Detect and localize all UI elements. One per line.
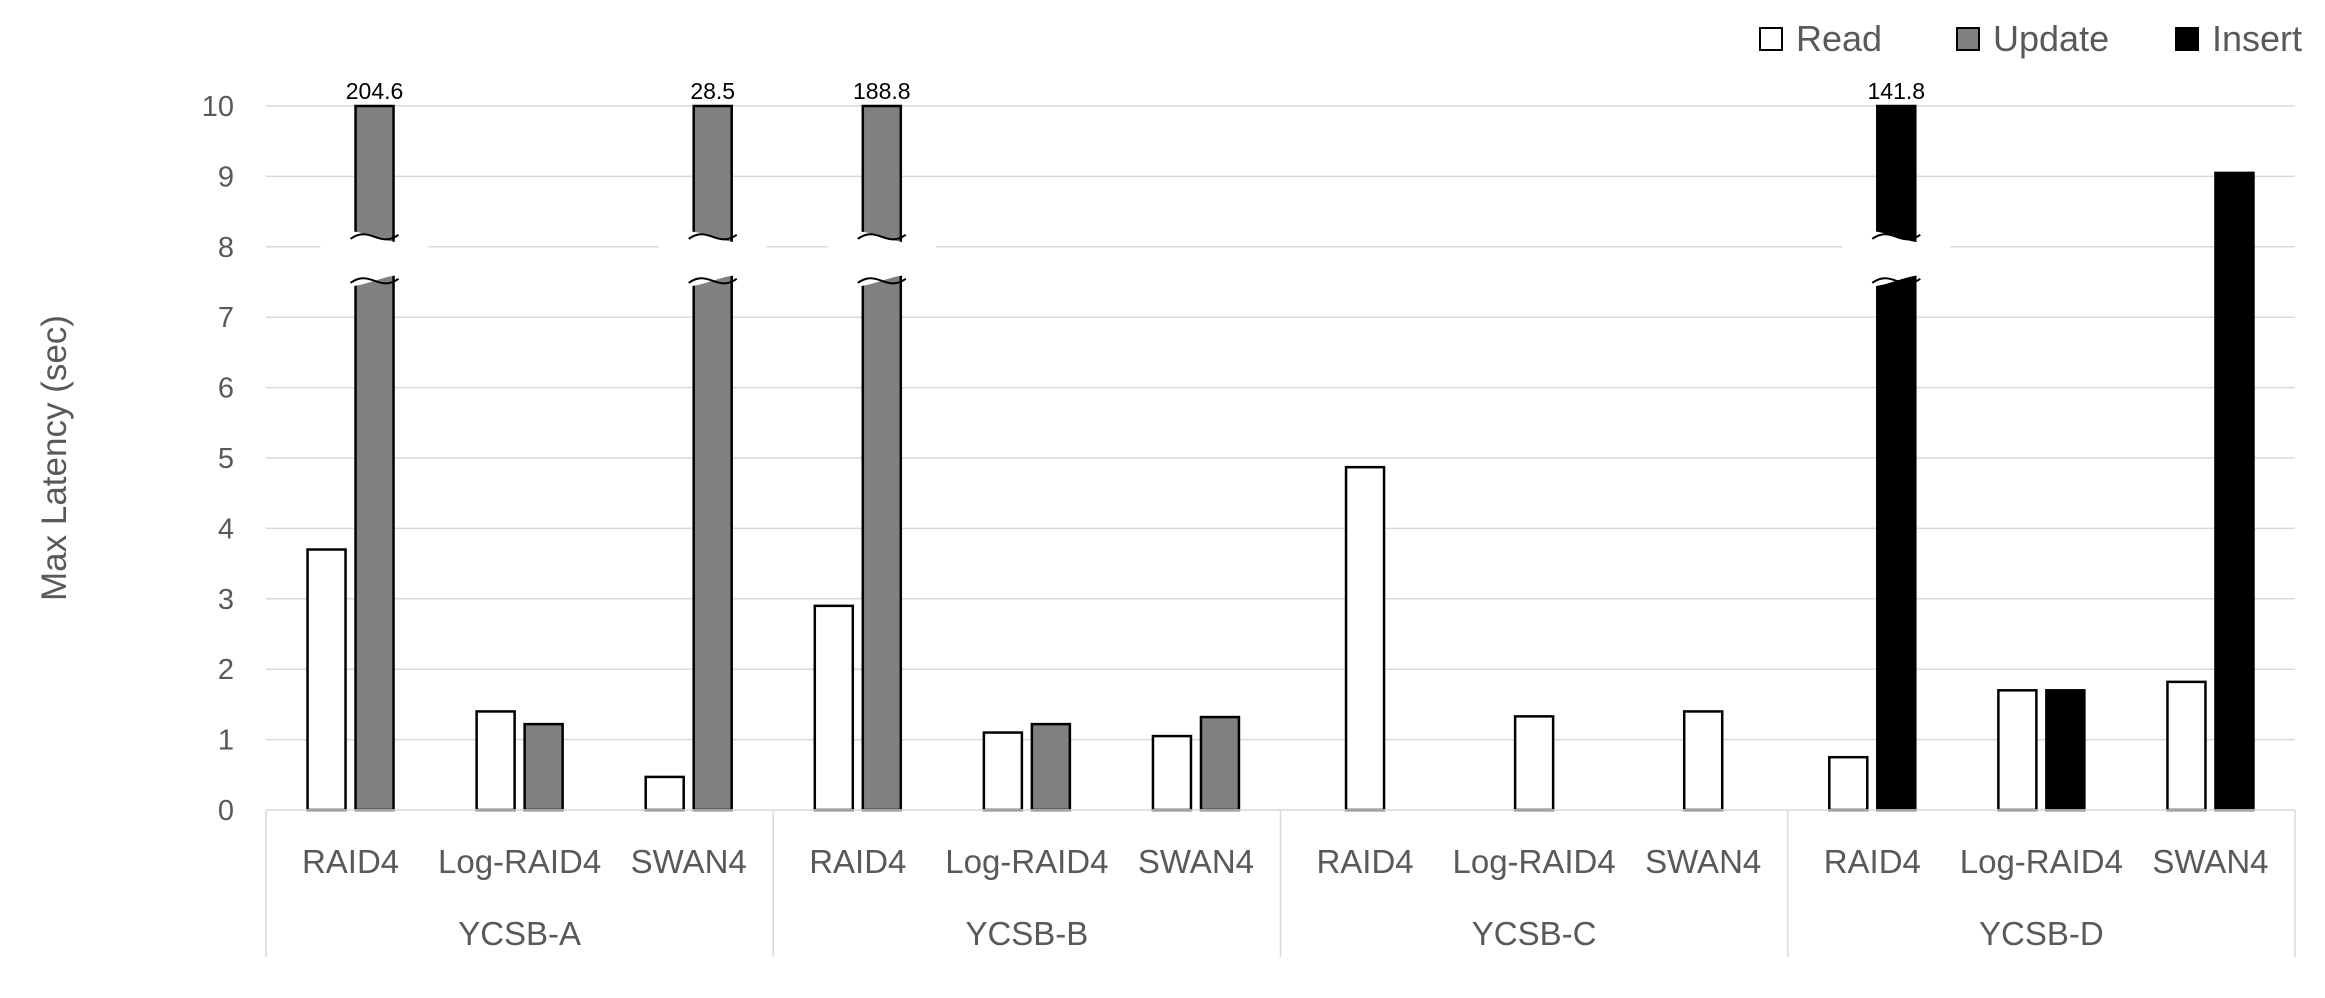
bar-update (861, 104, 903, 812)
bar-update (1030, 722, 1072, 812)
bar-update (354, 104, 395, 812)
bar-read (1997, 689, 2038, 812)
y-tick-label: 6 (218, 373, 234, 405)
data-label: 28.5 (690, 78, 735, 104)
axis-break (1842, 231, 1951, 287)
y-tick-label: 8 (218, 232, 234, 264)
y-axis-title: Max Latency (sec) (35, 315, 74, 601)
bar-read (1513, 715, 1555, 812)
axis-break-edge (349, 277, 400, 285)
legend: Read Update Insert (1759, 18, 2302, 59)
group-label: YCSB-B (965, 915, 1088, 952)
bar-read (1682, 710, 1724, 812)
y-tick-label: 10 (202, 91, 234, 123)
bar-update (692, 104, 733, 812)
y-tick-label: 4 (218, 513, 234, 545)
axis-break (320, 231, 429, 287)
y-tick-label: 5 (218, 443, 234, 475)
bar-read (1828, 755, 1869, 812)
y-tick-label: 3 (218, 584, 234, 616)
axis-break-edge (688, 233, 738, 241)
y-tick-label: 1 (218, 725, 234, 757)
legend-label-update: Update (1993, 18, 2109, 59)
bar-insert (2045, 689, 2086, 812)
bar-update (1199, 715, 1241, 812)
x-tick-label: RAID4 (1316, 843, 1413, 880)
bars (306, 104, 2255, 812)
x-tick-label: Log-RAID4 (1453, 843, 1616, 880)
y-tick-label: 7 (218, 302, 234, 334)
bar-read (2166, 680, 2207, 812)
data-label: 204.6 (346, 78, 404, 104)
bar-read (644, 775, 685, 812)
axis-break-edge (1871, 233, 1921, 241)
bar-update (523, 722, 564, 812)
legend-swatch-update (1956, 27, 1980, 51)
x-tick-label: SWAN4 (631, 843, 747, 880)
y-tick-label: 2 (218, 654, 234, 686)
axis-break-edge (857, 277, 907, 285)
labels: 0 1 2 3 4 5 6 7 8 9 10 Max Latency (sec) RAID4 Log-RA… (35, 78, 2269, 952)
x-tick-label: RAID4 (809, 843, 906, 880)
bar-insert (2214, 171, 2255, 812)
x-tick-label: Log-RAID4 (1960, 843, 2123, 880)
x-tick-label: SWAN4 (1645, 843, 1761, 880)
bar-read (982, 731, 1024, 812)
bar-read (813, 604, 855, 812)
x-tick-label: Log-RAID4 (945, 843, 1108, 880)
axes (265, 809, 2296, 957)
legend-swatch-insert (2175, 27, 2199, 51)
x-tick-label: RAID4 (1824, 843, 1921, 880)
bar-insert (1876, 104, 1917, 812)
x-tick-label: SWAN4 (1138, 843, 1254, 880)
group-label: YCSB-A (458, 915, 581, 952)
x-tick-label: SWAN4 (2152, 843, 2268, 880)
axis-break (658, 231, 767, 287)
legend-swatch-read (1759, 27, 1783, 51)
data-label: 141.8 (1868, 78, 1926, 104)
gridlines (266, 105, 2295, 741)
x-tick-label: RAID4 (302, 843, 399, 880)
bar-read (306, 548, 347, 812)
x-tick-label: Log-RAID4 (438, 843, 601, 880)
axis-break-edge (857, 233, 907, 241)
legend-label-insert: Insert (2212, 18, 2302, 59)
bar-read (1344, 465, 1386, 812)
data-label: 188.8 (853, 78, 911, 104)
y-tick-label: 9 (218, 161, 234, 193)
group-label: YCSB-D (1979, 915, 2104, 952)
group-label: YCSB-C (1472, 915, 1597, 952)
y-tick-label: 0 (218, 795, 234, 827)
bar-read (475, 710, 516, 812)
axis-break-edge (1871, 277, 1921, 285)
axis-break-edge (688, 277, 738, 285)
axis-break-edge (349, 233, 400, 241)
legend-label-read: Read (1796, 18, 1882, 59)
axis-break (827, 231, 936, 287)
bar-read (1151, 734, 1193, 812)
